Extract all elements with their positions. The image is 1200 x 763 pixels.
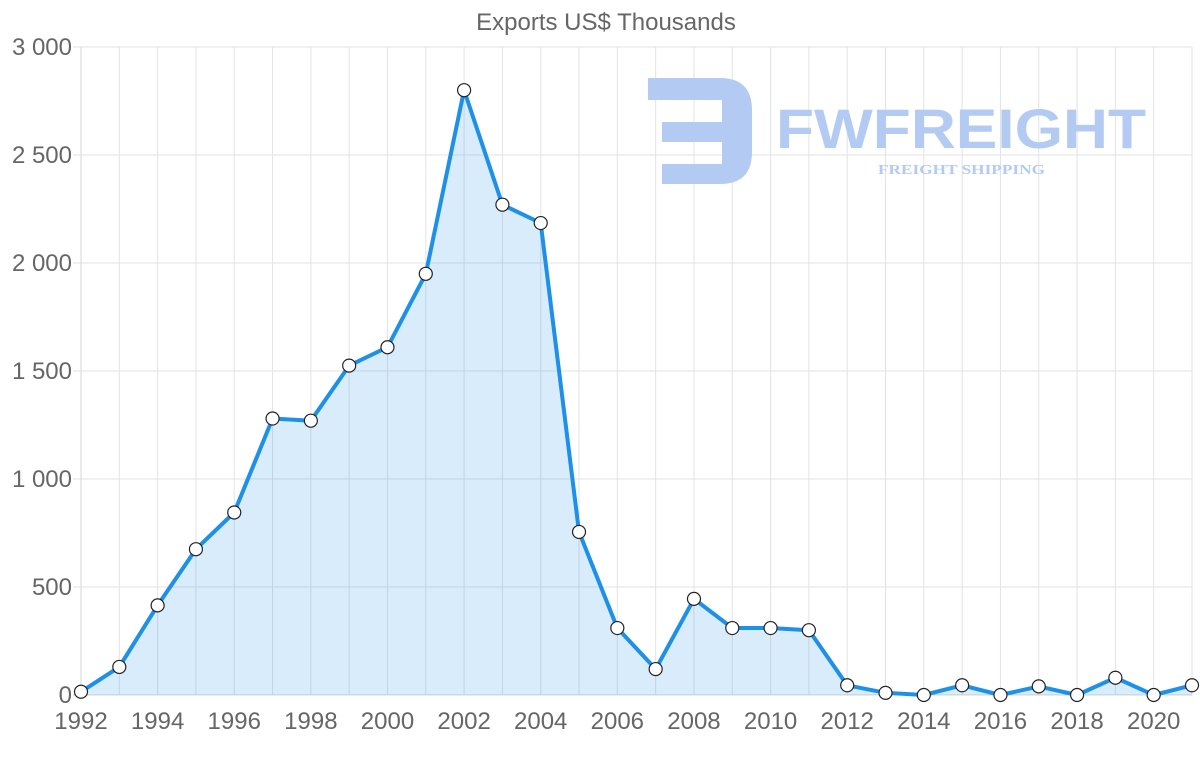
x-tick-label: 1992 bbox=[54, 708, 107, 735]
x-tick-label: 1994 bbox=[131, 708, 184, 735]
y-tick-label: 2 000 bbox=[12, 250, 72, 277]
data-point[interactable] bbox=[303, 413, 318, 428]
data-point[interactable] bbox=[993, 687, 1008, 703]
y-tick-label: 2 500 bbox=[12, 142, 72, 169]
data-point[interactable] bbox=[112, 659, 127, 675]
watermark-tagline: FREIGHT SHIPPING bbox=[878, 163, 1045, 178]
data-point[interactable] bbox=[418, 266, 433, 281]
x-tick-label: 2002 bbox=[437, 708, 490, 735]
data-point[interactable] bbox=[725, 620, 740, 636]
y-tick-label: 1 000 bbox=[12, 466, 72, 493]
x-tick-label: 2012 bbox=[821, 708, 874, 735]
data-point[interactable] bbox=[955, 678, 970, 693]
data-point[interactable] bbox=[763, 620, 778, 636]
x-tick-label: 1996 bbox=[208, 708, 261, 735]
data-point[interactable] bbox=[380, 340, 395, 355]
y-tick-label: 500 bbox=[32, 574, 72, 601]
data-point[interactable] bbox=[1031, 679, 1046, 694]
data-point[interactable] bbox=[1184, 678, 1200, 693]
x-tick-label: 2000 bbox=[361, 708, 414, 735]
data-point[interactable] bbox=[878, 685, 893, 700]
chart-title: Exports US$ Thousands bbox=[476, 9, 736, 36]
y-tick-label: 0 bbox=[59, 682, 72, 709]
data-point[interactable] bbox=[686, 591, 702, 606]
data-point[interactable] bbox=[916, 687, 931, 703]
data-point[interactable] bbox=[801, 623, 816, 638]
data-point[interactable] bbox=[227, 505, 242, 520]
x-tick-label: 2010 bbox=[744, 708, 797, 735]
fw-logo-mark-icon bbox=[648, 78, 752, 184]
data-point[interactable] bbox=[1108, 670, 1123, 685]
y-tick-label: 3 000 bbox=[12, 34, 72, 61]
x-tick-label: 2014 bbox=[897, 708, 950, 735]
data-point[interactable] bbox=[610, 620, 625, 636]
data-point[interactable] bbox=[1146, 687, 1161, 703]
x-tick-label: 2006 bbox=[591, 708, 644, 735]
data-point[interactable] bbox=[150, 598, 165, 613]
data-point[interactable] bbox=[265, 411, 280, 426]
x-tick-label: 2016 bbox=[974, 708, 1027, 735]
data-point[interactable] bbox=[342, 358, 357, 373]
y-tick-label: 1 500 bbox=[12, 358, 72, 385]
data-point[interactable] bbox=[840, 678, 855, 693]
series-area bbox=[81, 90, 1192, 695]
grid-layer bbox=[73, 46, 1193, 696]
x-tick-label: 2020 bbox=[1127, 708, 1180, 735]
x-tick-label: 2008 bbox=[667, 708, 720, 735]
data-point[interactable] bbox=[73, 684, 89, 699]
x-tick-label: 1998 bbox=[284, 708, 337, 735]
watermark-logo: FWFREIGHT FREIGHT SHIPPING bbox=[648, 78, 1146, 184]
data-point[interactable] bbox=[648, 661, 663, 677]
x-tick-label: 2004 bbox=[514, 708, 567, 735]
labels-layer: 0 500 1 000 1 500 2 000 2 500 3 000 1992 1994 199… bbox=[12, 34, 1180, 735]
data-point[interactable] bbox=[571, 524, 587, 540]
series-layer bbox=[79, 88, 1194, 697]
x-tick-label: 2018 bbox=[1050, 708, 1103, 735]
watermark-brand: FWFREIGHT bbox=[776, 97, 1146, 160]
data-point[interactable] bbox=[533, 215, 548, 231]
data-point[interactable] bbox=[1069, 687, 1085, 703]
data-point[interactable] bbox=[457, 83, 472, 98]
points-layer bbox=[73, 83, 1200, 703]
data-point[interactable] bbox=[495, 197, 510, 212]
data-point[interactable] bbox=[188, 542, 204, 557]
